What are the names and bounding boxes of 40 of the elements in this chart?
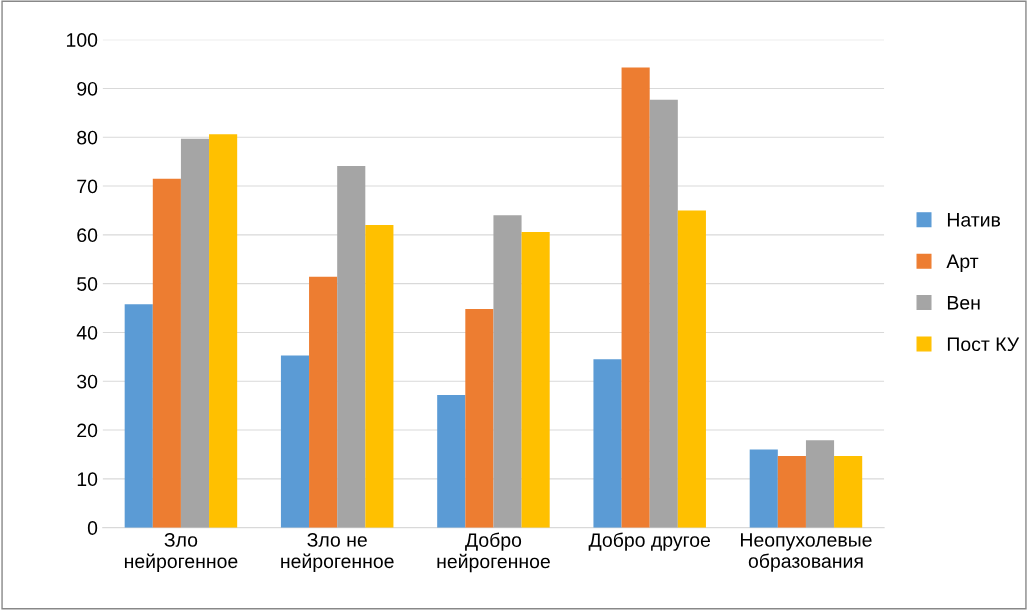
y-tick-label: 70: [77, 179, 98, 194]
x-tick-label: Добро нейрогенное: [437, 532, 550, 573]
bar: [649, 99, 678, 528]
bar: [280, 355, 310, 528]
legend-label: Натив: [947, 213, 1001, 227]
bar: [365, 225, 394, 528]
bar: [805, 440, 835, 528]
y-tick-label: 60: [77, 228, 98, 243]
x-tick-label: Добро другое: [588, 532, 710, 551]
legend-label: Вен: [947, 296, 980, 310]
bar: [777, 455, 806, 528]
bar: [521, 231, 550, 528]
y-tick-label: 40: [76, 325, 98, 340]
bar: [677, 210, 706, 528]
y-tick-label: 20: [77, 423, 98, 438]
bar: [749, 449, 778, 528]
x-tick-label: Зло нейрогенное: [124, 533, 238, 572]
bar: [337, 166, 366, 528]
bar: [124, 304, 153, 528]
y-tick-label: 30: [77, 374, 98, 389]
bar: [834, 455, 863, 528]
bar: [493, 215, 522, 528]
y-tick-label: 10: [77, 472, 98, 487]
y-tick-label: 0: [87, 521, 98, 535]
bar: [209, 134, 238, 528]
bar: [437, 394, 466, 528]
y-tick-label: 100: [66, 33, 98, 47]
bar: [309, 276, 338, 528]
bar: [621, 67, 650, 528]
bar: [180, 138, 210, 528]
bar: [152, 178, 181, 528]
y-tick-label: 90: [77, 81, 98, 96]
bar: [465, 309, 494, 528]
x-tick-label: Зло не нейрогенное: [281, 533, 394, 572]
bar: [593, 359, 622, 528]
legend-label: Арт: [946, 254, 979, 272]
y-tick-label: 50: [77, 277, 98, 291]
legend-label: Пост КУ: [947, 337, 1020, 352]
x-tick-label: Неопухолевые образования: [741, 533, 872, 572]
y-tick-label: 80: [77, 130, 98, 145]
